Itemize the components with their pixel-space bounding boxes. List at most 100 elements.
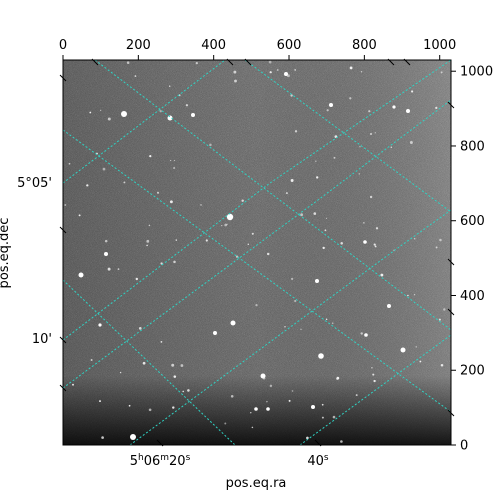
faint-star (89, 111, 92, 114)
faint-star (119, 371, 122, 374)
faint-star (86, 184, 89, 187)
faint-star (126, 61, 130, 64)
star (254, 407, 258, 411)
top-tick-label: 1000 (423, 38, 456, 53)
star (406, 109, 410, 113)
faint-star (250, 412, 252, 414)
right-tick-label: 800 (460, 139, 485, 154)
star (167, 115, 173, 121)
star (78, 272, 84, 278)
grid-line (63, 99, 451, 389)
ra-tick-label-2: 40s (307, 453, 329, 469)
faint-star (146, 239, 150, 243)
faint-star (173, 167, 176, 169)
faint-star (269, 384, 273, 388)
faint-star (107, 267, 111, 271)
right-tick-label: 600 (460, 214, 485, 229)
faint-star (185, 104, 189, 107)
star (98, 323, 102, 327)
faint-star (251, 232, 254, 235)
faint-star (325, 318, 328, 320)
faint-star (294, 130, 298, 133)
world-grid-edge-ticks (59, 58, 455, 447)
faint-star (440, 71, 443, 74)
faint-star (200, 204, 202, 206)
grid-edge-tick (447, 308, 455, 316)
faint-star (64, 204, 67, 206)
faint-star (291, 390, 294, 392)
faint-star (195, 61, 198, 65)
grid-edge-tick (244, 58, 252, 66)
faint-star (360, 332, 363, 335)
star (364, 333, 368, 337)
faint-star (286, 74, 290, 78)
faint-star (349, 97, 352, 100)
faint-star (78, 214, 81, 217)
faint-star (134, 75, 137, 77)
faint-star (169, 200, 173, 204)
grid-line (63, 60, 451, 341)
faint-star (90, 359, 93, 361)
dec-tick-label-1: 5°05' (17, 176, 52, 191)
faint-star (375, 227, 379, 230)
star (213, 331, 217, 335)
faint-star (187, 389, 190, 392)
faint-star (315, 160, 317, 163)
right-tick-label: 400 (460, 289, 485, 304)
faint-star (374, 245, 377, 248)
faint-star (414, 238, 416, 240)
faint-star (415, 346, 417, 348)
faint-star (380, 273, 384, 277)
faint-star (363, 222, 365, 224)
grid-edge-tick (156, 439, 164, 447)
x-axis-label: pos.eq.ra (226, 476, 287, 491)
star (104, 252, 108, 256)
faint-star (268, 60, 272, 64)
faint-star (226, 223, 228, 226)
faint-star (324, 229, 327, 232)
faint-star (149, 154, 152, 158)
grid-line (129, 209, 451, 445)
faint-star (160, 341, 163, 343)
top-tick-label: 400 (201, 38, 226, 53)
faint-star (224, 422, 227, 425)
faint-star (368, 110, 371, 113)
faint-star (138, 327, 142, 330)
faint-star (407, 294, 409, 297)
star (130, 434, 136, 440)
faint-star (230, 394, 234, 398)
sky-image (63, 60, 451, 445)
faint-star (411, 90, 414, 93)
faint-star (438, 318, 441, 321)
faint-star (173, 260, 176, 264)
right-pixel-axis: 0 200 400 600 800 1000 (451, 65, 493, 454)
faint-star (269, 71, 272, 74)
grid-edge-tick (387, 58, 395, 66)
faint-star (251, 426, 254, 429)
faint-star (159, 110, 162, 113)
top-tick-label: 600 (277, 38, 302, 53)
faint-star (148, 408, 152, 412)
faint-star (284, 326, 286, 328)
grid-line (299, 334, 451, 445)
faint-star (306, 436, 309, 440)
faint-star (300, 213, 303, 217)
faint-star (101, 436, 104, 439)
top-tick-label: 200 (126, 38, 151, 53)
faint-star (373, 243, 376, 246)
faint-star (168, 85, 171, 87)
faint-star (321, 416, 324, 419)
grid-edge-tick (59, 384, 67, 392)
faint-star (290, 179, 294, 182)
star (315, 279, 319, 283)
faint-star (285, 192, 288, 195)
faint-star (325, 217, 328, 220)
faint-star (156, 191, 160, 194)
faint-star (294, 68, 297, 71)
faint-star (175, 239, 178, 241)
grid-line (244, 60, 451, 213)
grid-edge-tick (59, 74, 67, 82)
grid-edge-tick (447, 101, 455, 109)
right-tick-label: 0 (460, 439, 468, 454)
